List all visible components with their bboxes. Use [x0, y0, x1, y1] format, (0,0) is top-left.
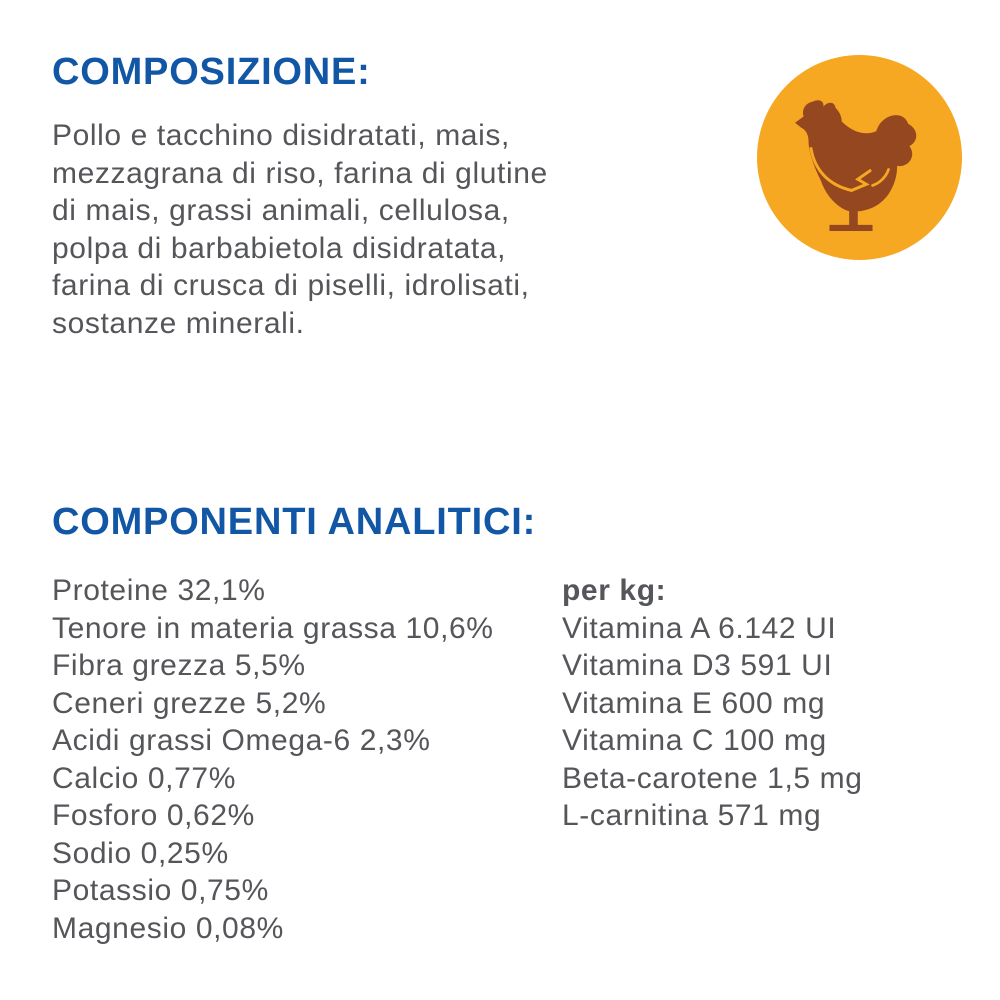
vitamin-item: Vitamina D3 591 UI [562, 649, 833, 682]
chicken-icon [795, 100, 917, 231]
vitamin-item: Vitamina C 100 mg [562, 724, 827, 757]
analytical-item: Magnesio 0,08% [52, 911, 284, 945]
analytical-right-column: per kg: Vitamina A 6.142 UI Vitamina D3 … [562, 572, 962, 835]
analytical-item: Fosforo 0,62% [52, 799, 255, 832]
analytical-item: Fibra grezza 5,5% [52, 649, 306, 682]
composition-line: farina di crusca di piselli, idrolisati, [52, 269, 530, 302]
analytical-left-column: Proteine 32,1% Tenore in materia grassa … [52, 572, 552, 947]
vitamin-item: L-carnitina 571 mg [562, 799, 822, 832]
analytical-heading: COMPONENTI ANALITICI: [52, 501, 537, 543]
composition-heading: COMPOSIZIONE: [52, 51, 371, 93]
vitamin-item: Beta-carotene 1,5 mg [562, 761, 863, 795]
composition-line: mezzagrana di riso, farina di glutine [52, 156, 548, 190]
per-kg-header: per kg: [562, 574, 667, 607]
analytical-item: Potassio 0,75% [52, 874, 269, 907]
composition-line: di mais, grassi animali, cellulosa, [52, 194, 510, 227]
composition-line: sostanze minerali. [52, 306, 305, 340]
vitamin-item: Vitamina A 6.142 UI [562, 611, 837, 645]
composition-line: Pollo e tacchino disidratati, mais, [52, 119, 510, 152]
vitamin-item: Vitamina E 600 mg [562, 686, 826, 720]
analytical-item: Sodio 0,25% [52, 836, 229, 870]
ingredient-badge [757, 55, 962, 260]
composition-line: polpa di barbabietola disidratata, [52, 231, 507, 265]
analytical-item: Calcio 0,77% [52, 761, 236, 795]
analytical-item: Proteine 32,1% [52, 574, 266, 607]
analytical-item: Acidi grassi Omega-6 2,3% [52, 724, 431, 757]
composition-text: Pollo e tacchino disidratati, mais, mezz… [52, 117, 732, 342]
analytical-item: Tenore in materia grassa 10,6% [52, 611, 494, 645]
analytical-item: Ceneri grezze 5,2% [52, 686, 327, 720]
